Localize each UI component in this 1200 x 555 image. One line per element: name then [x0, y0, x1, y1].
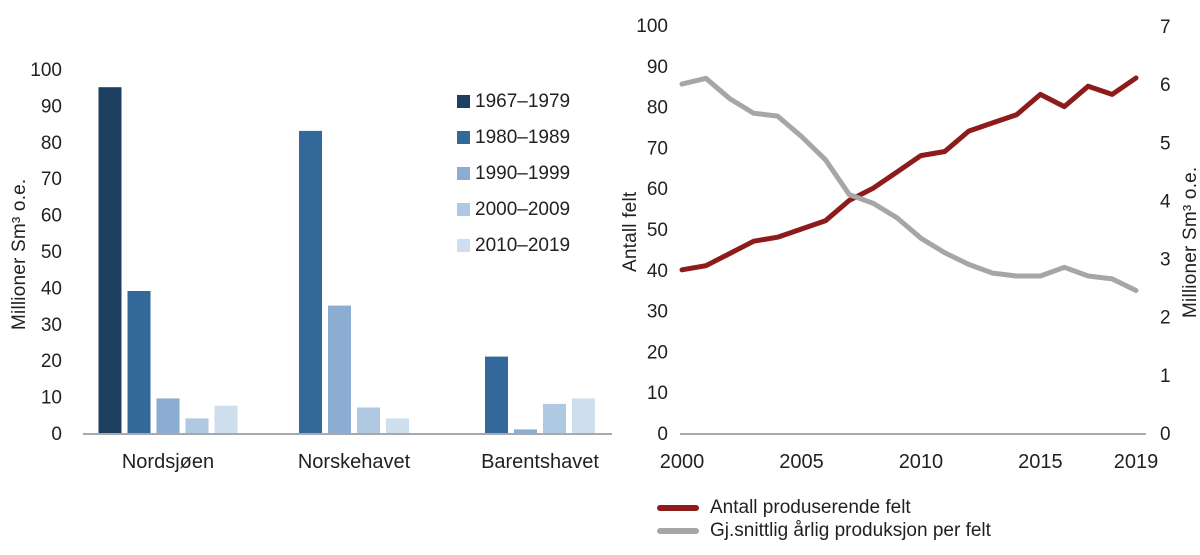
line-left-tick-label: 90: [647, 57, 668, 78]
line-left-tick-label: 40: [647, 261, 668, 282]
category-label: Barentshavet: [481, 451, 599, 473]
line-chart-legend: Antall produserende felt Gj.snittlig årli…: [657, 497, 991, 543]
line-left-tick-label: 20: [647, 342, 668, 363]
legend-swatch: [457, 167, 470, 180]
bar-barentshavet-1980-1989: [485, 356, 508, 433]
line-left-tick-label: 0: [657, 424, 668, 445]
bar-y-tick-label: 20: [41, 351, 62, 372]
bar-y-tick-label: 10: [41, 388, 62, 409]
legend-swatch: [457, 95, 470, 108]
line-chart-left-axis-title: Antall felt: [620, 191, 641, 272]
line-left-tick-label: 70: [647, 138, 668, 159]
line-chart-right-axis-title: Millioner Sm³ o.e.: [1180, 166, 1200, 318]
legend-item: 1980–1989: [457, 126, 570, 149]
category-label: Norskehavet: [298, 451, 411, 473]
line-left-tick-label: 60: [647, 179, 668, 200]
legend-swatch: [457, 239, 470, 252]
bar-nordsjøen-2000-2009: [185, 418, 209, 433]
line-left-tick-label: 50: [647, 220, 668, 241]
line-x-tick-label: 2015: [1018, 451, 1063, 473]
line-left-tick-label: 80: [647, 98, 668, 119]
legend-label: Gj.snittlig årlig produksjon per felt: [710, 520, 991, 541]
bar-nordsjøen-1980-1989: [127, 291, 151, 433]
bar-norskehavet-1980-1989: [299, 130, 322, 433]
legend-line-swatch: [657, 504, 699, 511]
legend-swatch: [457, 203, 470, 216]
line-right-tick-label: 1: [1160, 366, 1171, 387]
line-series-producing-fields: [679, 75, 1139, 273]
legend-label: 1967–1979: [475, 91, 571, 112]
bar-norskehavet-2000-2009: [357, 407, 380, 433]
bar-chart-y-axis-title: Millioner Sm³ o.e.: [9, 178, 30, 330]
line-right-tick-label: 7: [1160, 17, 1171, 38]
bar-y-tick-label: 0: [51, 424, 62, 445]
bar-norskehavet-2010-2019: [386, 418, 409, 433]
legend-line-swatch: [657, 527, 699, 534]
line-right-tick-label: 3: [1160, 250, 1171, 271]
legend-swatch: [457, 131, 470, 144]
legend-label: Antall produserende felt: [710, 497, 911, 518]
bar-nordsjøen-1990-1999: [156, 398, 180, 433]
legend-label: 2000–2009: [475, 199, 571, 220]
bar-y-tick-label: 60: [41, 206, 62, 227]
line-x-tick-label: 2005: [779, 451, 824, 473]
line-left-tick-label: 30: [647, 302, 668, 323]
line-series-production-per-field: [679, 75, 1139, 293]
category-label: Nordsjøen: [122, 451, 214, 473]
bar-nordsjøen-2010-2019: [214, 405, 238, 433]
bar-y-tick-label: 30: [41, 315, 62, 336]
bar-barentshavet-1990-1999: [514, 429, 537, 433]
legend-label: 1990–1999: [475, 163, 571, 184]
bar-y-tick-label: 70: [41, 169, 62, 190]
line-right-tick-label: 4: [1160, 191, 1171, 212]
bar-y-tick-label: 100: [30, 60, 62, 81]
line-left-tick-label: 10: [647, 383, 668, 404]
line-left-tick-label: 100: [636, 16, 668, 37]
bar-nordsjøen-1967-1979: [98, 87, 122, 433]
line-x-tick-label: 2010: [899, 451, 944, 473]
bar-y-tick-label: 80: [41, 133, 62, 154]
legend-item: Antall produserende felt: [657, 497, 991, 518]
legend-item: 1967–1979: [457, 90, 570, 113]
legend-label: 2010–2019: [475, 235, 571, 256]
bar-norskehavet-1990-1999: [328, 305, 351, 433]
bar-barentshavet-2000-2009: [543, 403, 566, 433]
bar-y-tick-label: 50: [41, 242, 62, 263]
bar-chart-legend: 1967–1979 1980–1989 1990–1999 2000–2009 2010…: [457, 90, 570, 270]
line-x-tick-label: 2019: [1114, 451, 1159, 473]
bar-y-tick-label: 90: [41, 96, 62, 117]
line-x-tick-label: 2000: [660, 451, 705, 473]
legend-item: 1990–1999: [457, 162, 570, 185]
legend-item: Gj.snittlig årlig produksjon per felt: [657, 520, 991, 541]
bar-y-tick-label: 40: [41, 278, 62, 299]
bar-barentshavet-2010-2019: [572, 398, 595, 433]
legend-label: 1980–1989: [475, 127, 571, 148]
legend-item: 2010–2019: [457, 234, 570, 257]
line-right-tick-label: 6: [1160, 75, 1171, 96]
line-right-tick-label: 5: [1160, 133, 1171, 154]
line-right-tick-label: 0: [1160, 424, 1171, 445]
line-right-tick-label: 2: [1160, 308, 1171, 329]
legend-item: 2000–2009: [457, 198, 570, 221]
